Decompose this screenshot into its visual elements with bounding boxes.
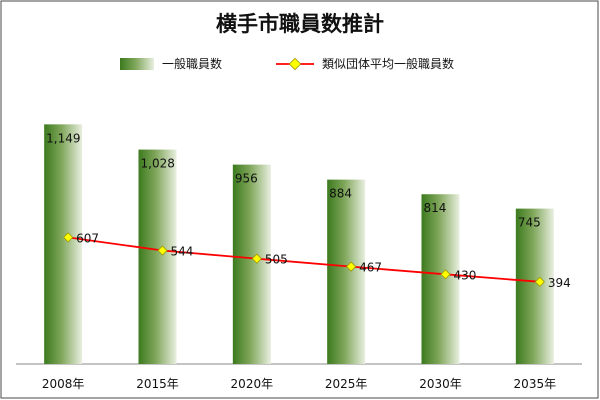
line-value-label: 467: [359, 261, 382, 275]
line-value-label: 430: [454, 268, 477, 282]
bar-2: [232, 164, 271, 364]
bar-3: [327, 179, 366, 364]
bar-value-label: 814: [424, 201, 447, 215]
bar-0: [44, 124, 83, 364]
legend-line-label: 類似団体平均一般職員数: [322, 56, 454, 71]
line-point-3: [346, 261, 357, 272]
legend-bar-swatch: [120, 58, 154, 70]
x-tick-label: 2030年: [419, 377, 462, 391]
bar-labels-group: 1,149 1,028 956 884 814 745: [46, 131, 541, 229]
bar-value-label: 956: [235, 172, 258, 186]
line-labels-group: 607 544 505 467 430 394: [76, 231, 571, 289]
x-tick-label: 2008年: [42, 377, 85, 391]
bar-value-label: 884: [329, 187, 352, 201]
line-point-0: [63, 232, 74, 243]
avg-series-line: [68, 236, 540, 283]
legend-line-marker: [288, 57, 302, 71]
bar-5: [515, 208, 554, 364]
line-value-label: 607: [76, 231, 99, 245]
line-value-label: 544: [171, 245, 194, 259]
bars-group: [44, 124, 554, 364]
x-tick-label: 2035年: [514, 377, 557, 391]
bar-4: [421, 194, 460, 364]
line-point-4: [440, 269, 451, 280]
line-value-label: 394: [548, 276, 571, 290]
bar-1: [138, 149, 177, 364]
line-point-2: [251, 253, 262, 264]
bar-value-label: 745: [518, 216, 541, 230]
legend: 一般職員数 類似団体平均一般職員数: [120, 56, 454, 71]
line-point-5: [534, 276, 545, 287]
line-markers-group: [63, 232, 545, 287]
bar-value-label: 1,149: [46, 131, 80, 145]
bar-value-label: 1,028: [141, 157, 175, 171]
x-tick-label: 2015年: [136, 377, 179, 391]
legend-bar-label: 一般職員数: [162, 56, 222, 71]
line-point-1: [157, 245, 168, 256]
chart-title: 横手市職員数推計: [216, 12, 384, 36]
x-tick-label: 2020年: [231, 377, 274, 391]
line-value-label: 505: [265, 253, 288, 267]
x-tick-labels-group: 2008年 2015年 2020年 2025年 2030年 2035年: [42, 377, 556, 391]
x-tick-label: 2025年: [325, 377, 368, 391]
